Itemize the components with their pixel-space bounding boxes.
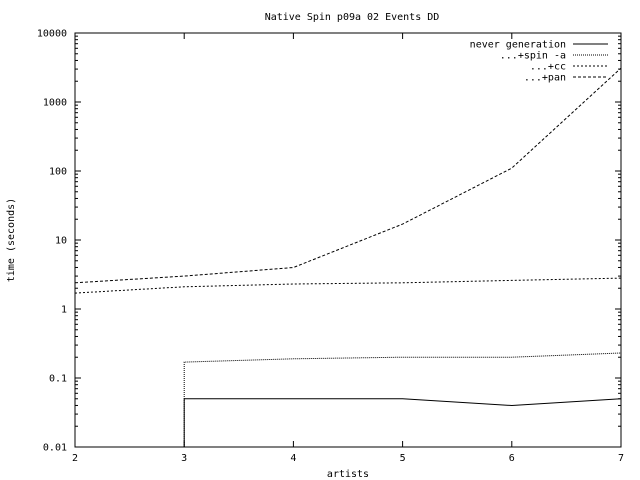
x-tick-label: 5 [400,453,406,464]
legend: never generation...+spin -a...+cc...+pan [470,40,608,84]
plot-frame [74,32,622,448]
x-tick-label: 3 [181,453,187,464]
series-line-2 [74,277,622,294]
x-axis-label: artists [327,469,369,480]
legend-label: never generation [470,40,566,51]
legend-label: ...+spin -a [500,51,566,62]
y-axis-label: time (seconds) [6,198,17,282]
legend-label: ...+cc [530,62,566,73]
series-group [74,67,622,447]
x-tick-label: 4 [290,453,296,464]
y-tick-label: 10000 [37,29,67,40]
series-line-1 [183,352,622,447]
y-axis: 0.01 0.1 1 10 100 1000 10000 [37,29,621,454]
y-tick-label: 10 [55,236,67,247]
y-tick-label: 0.01 [43,443,67,454]
chart-title: Native Spin p09a 02 Events DD [265,12,440,23]
y-tick-label: 1 [61,305,67,316]
legend-label: ...+pan [524,73,566,84]
y-tick-label: 100 [49,167,67,178]
x-axis: 2 3 4 5 6 7 [72,33,624,464]
y-tick-label: 0.1 [49,374,67,385]
x-tick-label: 7 [618,453,624,464]
series-line-0 [183,398,622,447]
x-tick-label: 6 [509,453,515,464]
series-line-3 [74,67,622,284]
x-tick-label: 2 [72,453,78,464]
y-tick-label: 1000 [43,98,67,109]
